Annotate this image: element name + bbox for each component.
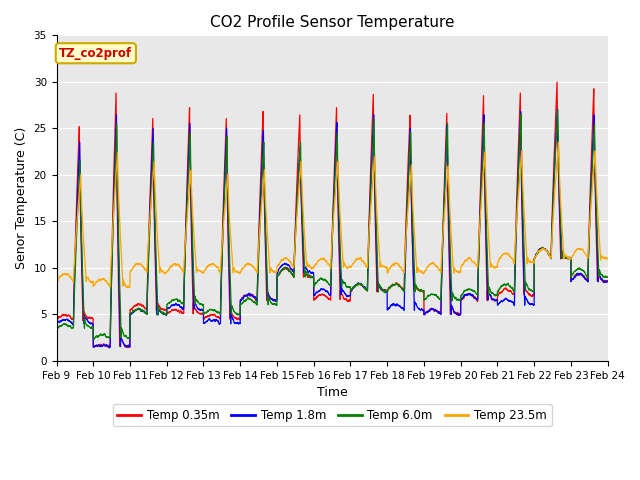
Temp 0.35m — [118, 338, 126, 344]
Temp 0.35m — [553, 85, 561, 91]
Temp 6.0m — [554, 107, 562, 112]
Temp 6.0m — [118, 328, 126, 334]
Temp 1.8m — [604, 278, 611, 284]
Temp 0.35m — [604, 279, 611, 285]
Temp 6.0m — [575, 265, 582, 271]
Temp 6.0m — [397, 286, 405, 291]
Temp 23.5m — [118, 273, 126, 278]
Temp 23.5m — [264, 237, 271, 242]
Temp 23.5m — [52, 278, 60, 284]
Temp 23.5m — [124, 285, 131, 290]
Title: CO2 Profile Sensor Temperature: CO2 Profile Sensor Temperature — [210, 15, 454, 30]
Temp 1.8m — [575, 272, 582, 278]
Temp 6.0m — [553, 125, 561, 131]
Temp 6.0m — [90, 336, 98, 342]
Temp 0.35m — [125, 345, 133, 350]
Line: Temp 6.0m: Temp 6.0m — [56, 109, 607, 339]
Temp 0.35m — [575, 272, 582, 278]
Line: Temp 23.5m: Temp 23.5m — [56, 142, 607, 288]
Temp 1.8m — [550, 171, 558, 177]
Temp 23.5m — [397, 266, 405, 272]
Temp 1.8m — [52, 321, 60, 327]
Temp 0.35m — [397, 285, 405, 291]
Temp 6.0m — [550, 176, 558, 181]
Temp 6.0m — [604, 274, 611, 280]
Temp 0.35m — [264, 291, 271, 297]
Temp 23.5m — [550, 198, 558, 204]
Y-axis label: Senor Temperature (C): Senor Temperature (C) — [15, 127, 28, 269]
Temp 23.5m — [575, 246, 582, 252]
Temp 0.35m — [553, 79, 561, 85]
Temp 6.0m — [264, 289, 271, 295]
Temp 0.35m — [550, 152, 558, 157]
Line: Temp 1.8m: Temp 1.8m — [56, 109, 607, 348]
Temp 1.8m — [397, 305, 405, 311]
Temp 23.5m — [553, 162, 561, 168]
Temp 23.5m — [604, 256, 611, 262]
Line: Temp 0.35m: Temp 0.35m — [56, 82, 607, 348]
Temp 1.8m — [553, 119, 561, 124]
Temp 0.35m — [52, 316, 60, 322]
Temp 1.8m — [554, 106, 561, 112]
Temp 23.5m — [555, 139, 563, 145]
Text: TZ_co2prof: TZ_co2prof — [60, 47, 132, 60]
Temp 1.8m — [106, 345, 113, 351]
Temp 6.0m — [52, 325, 60, 331]
X-axis label: Time: Time — [317, 386, 348, 399]
Temp 1.8m — [264, 290, 271, 296]
Legend: Temp 0.35m, Temp 1.8m, Temp 6.0m, Temp 23.5m: Temp 0.35m, Temp 1.8m, Temp 6.0m, Temp 2… — [113, 404, 552, 427]
Temp 1.8m — [118, 339, 126, 345]
